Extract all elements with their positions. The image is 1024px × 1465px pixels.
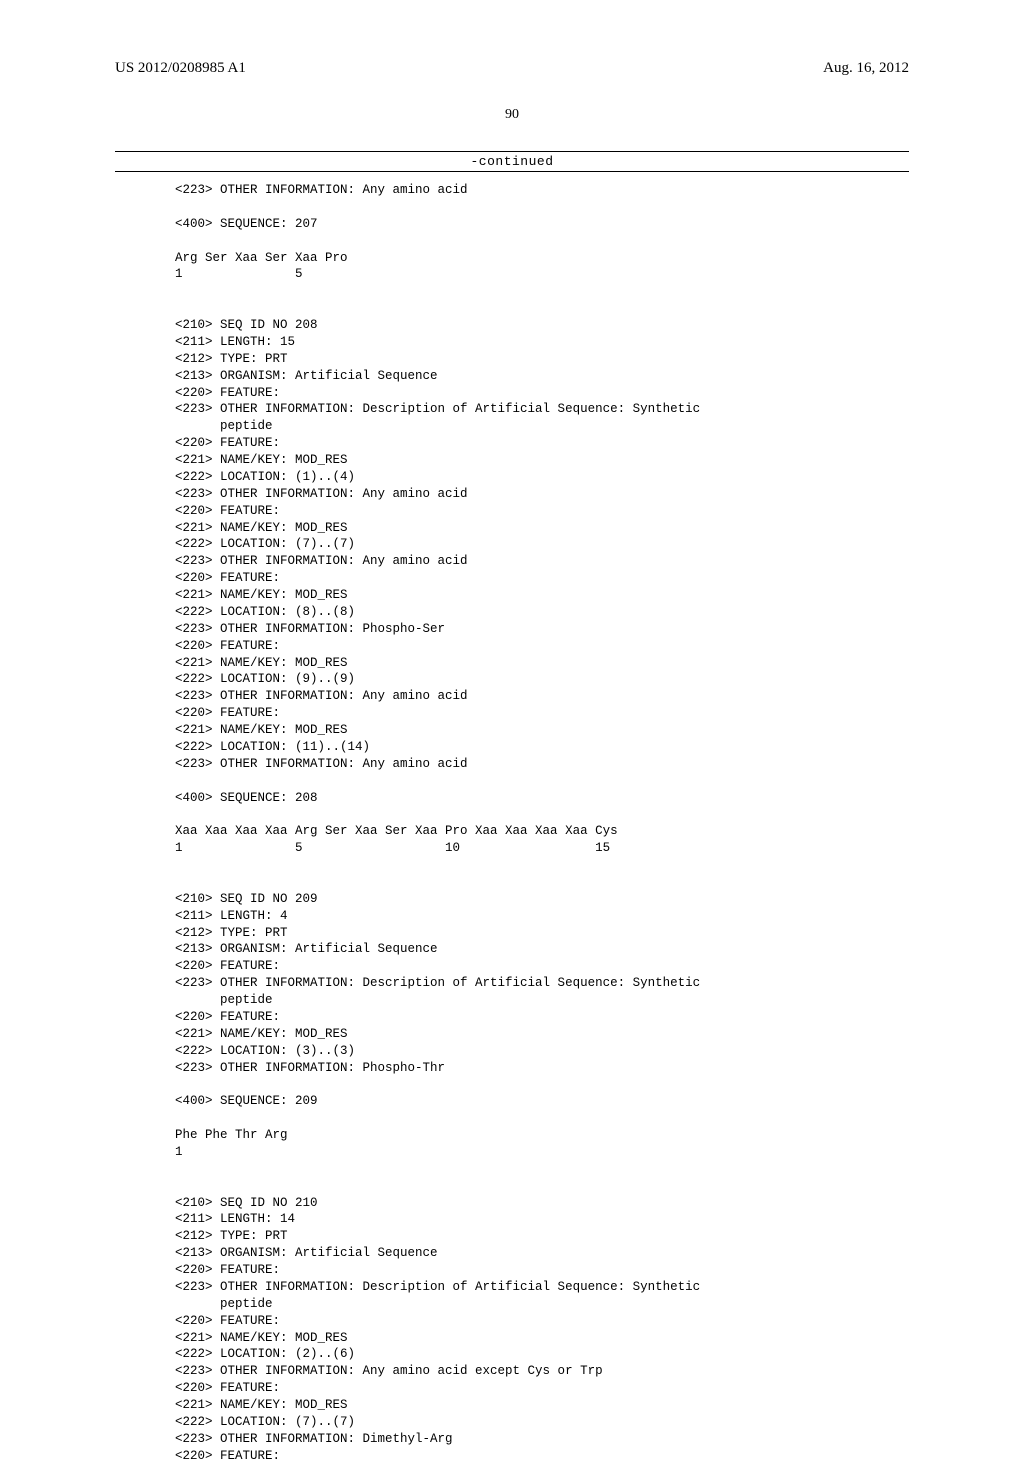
sequence-line: <220> FEATURE: — [175, 705, 909, 722]
sequence-line: <212> TYPE: PRT — [175, 925, 909, 942]
sequence-line: <220> FEATURE: — [175, 638, 909, 655]
sequence-line: Xaa Xaa Xaa Xaa Arg Ser Xaa Ser Xaa Pro … — [175, 823, 909, 840]
sequence-line: <211> LENGTH: 14 — [175, 1211, 909, 1228]
sequence-line: <220> FEATURE: — [175, 1448, 909, 1465]
sequence-line: <220> FEATURE: — [175, 1009, 909, 1026]
sequence-line — [175, 1076, 909, 1093]
sequence-line: <222> LOCATION: (8)..(8) — [175, 604, 909, 621]
sequence-line: <223> OTHER INFORMATION: Any amino acid … — [175, 1363, 909, 1380]
sequence-line: <223> OTHER INFORMATION: Phospho-Thr — [175, 1060, 909, 1077]
sequence-line: <223> OTHER INFORMATION: Dimethyl-Arg — [175, 1431, 909, 1448]
sequence-line — [175, 874, 909, 891]
sequence-line: <210> SEQ ID NO 209 — [175, 891, 909, 908]
page-header: US 2012/0208985 A1 Aug. 16, 2012 — [115, 60, 909, 77]
sequence-line: <223> OTHER INFORMATION: Any amino acid — [175, 553, 909, 570]
sequence-line: <222> LOCATION: (7)..(7) — [175, 1414, 909, 1431]
sequence-line: <212> TYPE: PRT — [175, 351, 909, 368]
sequence-line: <223> OTHER INFORMATION: Any amino acid — [175, 182, 909, 199]
sequence-line: <400> SEQUENCE: 207 — [175, 216, 909, 233]
sequence-line: <223> OTHER INFORMATION: Description of … — [175, 975, 909, 992]
sequence-line — [175, 300, 909, 317]
sequence-line: <213> ORGANISM: Artificial Sequence — [175, 941, 909, 958]
sequence-line: <213> ORGANISM: Artificial Sequence — [175, 368, 909, 385]
sequence-line: <223> OTHER INFORMATION: Any amino acid — [175, 688, 909, 705]
continued-label: -continued — [115, 151, 909, 172]
sequence-line: <400> SEQUENCE: 208 — [175, 790, 909, 807]
sequence-line: <221> NAME/KEY: MOD_RES — [175, 520, 909, 537]
sequence-listing: <223> OTHER INFORMATION: Any amino acid … — [175, 182, 909, 1465]
sequence-line — [175, 283, 909, 300]
sequence-line: <220> FEATURE: — [175, 570, 909, 587]
sequence-line: <221> NAME/KEY: MOD_RES — [175, 1330, 909, 1347]
sequence-line: 1 5 — [175, 266, 909, 283]
sequence-line: <220> FEATURE: — [175, 385, 909, 402]
sequence-line: <222> LOCATION: (7)..(7) — [175, 536, 909, 553]
sequence-line: <223> OTHER INFORMATION: Any amino acid — [175, 486, 909, 503]
sequence-line: Arg Ser Xaa Ser Xaa Pro — [175, 250, 909, 267]
sequence-line — [175, 1110, 909, 1127]
sequence-line: <222> LOCATION: (11)..(14) — [175, 739, 909, 756]
sequence-line: peptide — [175, 992, 909, 1009]
sequence-line — [175, 857, 909, 874]
sequence-line: <221> NAME/KEY: MOD_RES — [175, 452, 909, 469]
sequence-line: <222> LOCATION: (2)..(6) — [175, 1346, 909, 1363]
sequence-line: <221> NAME/KEY: MOD_RES — [175, 1397, 909, 1414]
sequence-line: <222> LOCATION: (9)..(9) — [175, 671, 909, 688]
sequence-line: <222> LOCATION: (3)..(3) — [175, 1043, 909, 1060]
sequence-line: peptide — [175, 418, 909, 435]
sequence-line — [175, 773, 909, 790]
sequence-line — [175, 199, 909, 216]
page-number: 90 — [115, 107, 909, 123]
sequence-line: <220> FEATURE: — [175, 1313, 909, 1330]
sequence-line: <210> SEQ ID NO 210 — [175, 1195, 909, 1212]
sequence-line: <220> FEATURE: — [175, 1380, 909, 1397]
sequence-line: <220> FEATURE: — [175, 1262, 909, 1279]
sequence-line: 1 5 10 15 — [175, 840, 909, 857]
sequence-line: <210> SEQ ID NO 208 — [175, 317, 909, 334]
sequence-line: <223> OTHER INFORMATION: Phospho-Ser — [175, 621, 909, 638]
sequence-line — [175, 233, 909, 250]
sequence-line: 1 — [175, 1144, 909, 1161]
sequence-line: peptide — [175, 1296, 909, 1313]
sequence-line: <221> NAME/KEY: MOD_RES — [175, 1026, 909, 1043]
sequence-line: <212> TYPE: PRT — [175, 1228, 909, 1245]
sequence-line: <211> LENGTH: 4 — [175, 908, 909, 925]
sequence-line: <400> SEQUENCE: 209 — [175, 1093, 909, 1110]
sequence-line — [175, 1178, 909, 1195]
sequence-line: <223> OTHER INFORMATION: Description of … — [175, 1279, 909, 1296]
sequence-line: <220> FEATURE: — [175, 503, 909, 520]
sequence-line — [175, 1161, 909, 1178]
sequence-line: <221> NAME/KEY: MOD_RES — [175, 655, 909, 672]
sequence-line: <220> FEATURE: — [175, 958, 909, 975]
sequence-line: <211> LENGTH: 15 — [175, 334, 909, 351]
sequence-line — [175, 806, 909, 823]
sequence-line: <221> NAME/KEY: MOD_RES — [175, 587, 909, 604]
sequence-line: <222> LOCATION: (1)..(4) — [175, 469, 909, 486]
patent-number: US 2012/0208985 A1 — [115, 60, 246, 77]
patent-page: US 2012/0208985 A1 Aug. 16, 2012 90 -con… — [0, 0, 1024, 1320]
sequence-line: <223> OTHER INFORMATION: Description of … — [175, 401, 909, 418]
sequence-line: Phe Phe Thr Arg — [175, 1127, 909, 1144]
sequence-line: <223> OTHER INFORMATION: Any amino acid — [175, 756, 909, 773]
patent-date: Aug. 16, 2012 — [823, 60, 909, 77]
sequence-line: <221> NAME/KEY: MOD_RES — [175, 722, 909, 739]
sequence-line: <220> FEATURE: — [175, 435, 909, 452]
sequence-line: <213> ORGANISM: Artificial Sequence — [175, 1245, 909, 1262]
